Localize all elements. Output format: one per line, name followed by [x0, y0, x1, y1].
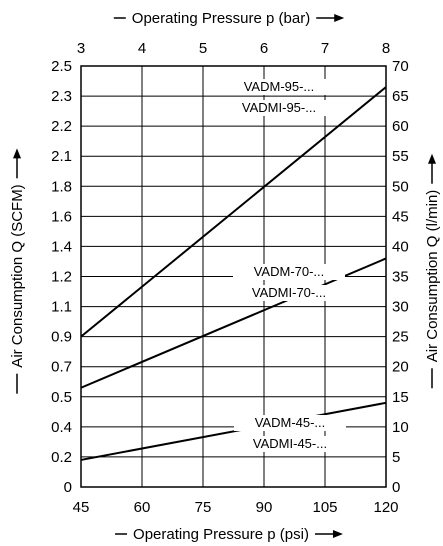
right-tick-label: 30 [392, 299, 409, 316]
left-tick-label: 2.2 [51, 118, 72, 135]
left-axis-title: Air Consumption Q (SCFM) [9, 148, 26, 394]
series-label-background [234, 436, 346, 452]
bottom-axis-title: Operating Pressure p (psi) [115, 526, 343, 543]
series-line [80, 401, 387, 461]
right-tick-label: 20 [392, 359, 409, 376]
left-tick-label: 2.1 [51, 148, 72, 165]
series-label-background [233, 285, 345, 301]
top-tick-label: 6 [260, 40, 268, 57]
right-tick-label: 10 [392, 419, 409, 436]
top-tick-label: 5 [199, 40, 207, 57]
top-tick-label: 7 [321, 40, 329, 57]
series-line [80, 86, 387, 338]
series-label: VADMI-45-... [253, 436, 327, 451]
series-label: VADM-45-... [255, 415, 326, 430]
series-lines [80, 86, 387, 461]
series-labels: VADM-95-... VADMI-95-... VADM-70-... VADMI-… [223, 79, 346, 452]
top-tick-label: 3 [77, 40, 85, 57]
top-tick-label: 8 [382, 40, 390, 57]
bottom-tick-label: 45 [73, 499, 90, 516]
bottom-tick-label: 105 [312, 499, 337, 516]
series-label: VADM-95-... [244, 79, 315, 94]
right-axis-title: Air Consumption Q (l/min) [424, 153, 441, 389]
left-tick-label: 1.1 [51, 299, 72, 316]
left-tick-label: 0 [64, 479, 72, 496]
left-tick-label: 1.6 [51, 208, 72, 225]
grid [80, 65, 387, 488]
left-tick-label: 0.4 [51, 419, 72, 436]
right-tick-label: 45 [392, 208, 409, 225]
series-label-background [223, 79, 335, 95]
arrow-up-icon [428, 153, 436, 164]
bottom-tick-label: 75 [195, 499, 212, 516]
series-label: VADMI-95-... [242, 100, 316, 115]
right-tick-label: 0 [392, 479, 400, 496]
left-tick-label: 1.2 [51, 269, 72, 286]
series-label-background [223, 100, 335, 116]
left-tick-label: 0.7 [51, 359, 72, 376]
bottom-tick-label: 90 [256, 499, 273, 516]
series-label: VADMI-70-... [252, 285, 326, 300]
top-axis-title: Operating Pressure p (bar) [113, 10, 345, 27]
series-line [80, 257, 387, 389]
right-tick-label: 50 [392, 178, 409, 195]
left-tick-label: 1.8 [51, 178, 72, 195]
arrow-right-icon [334, 14, 345, 22]
top-axis-title-text: Operating Pressure p (bar) [132, 10, 310, 27]
series-label-background [234, 415, 346, 431]
top-tick-label: 4 [138, 40, 146, 57]
left-tick-label: 2.3 [51, 88, 72, 105]
arrow-right-icon [332, 530, 343, 538]
left-axis-title-text: Air Consumption Q (SCFM) [9, 184, 26, 367]
plot-frame [80, 65, 387, 488]
right-tick-label: 55 [392, 148, 409, 165]
series-label: VADM-70-... [254, 264, 325, 279]
left-tick-label: 0.9 [51, 329, 72, 346]
right-tick-label: 35 [392, 269, 409, 286]
left-tick-label: 1.4 [51, 238, 72, 255]
bottom-tick-label: 120 [373, 499, 398, 516]
left-tick-label: 0.5 [51, 389, 72, 406]
tick-labels: 3 4 5 6 7 845 60 75 90 105 12000.20.40.50.70.91.11… [51, 40, 409, 516]
right-tick-label: 25 [392, 329, 409, 346]
right-tick-label: 5 [392, 449, 400, 466]
axis-titles: Operating Pressure p (bar) Operating Pres… [9, 10, 441, 543]
left-tick-label: 2.5 [51, 58, 72, 75]
arrow-up-icon [13, 148, 21, 159]
right-tick-label: 40 [392, 238, 409, 255]
left-tick-label: 0.2 [51, 449, 72, 466]
right-axis-title-text: Air Consumption Q (l/min) [424, 190, 441, 363]
bottom-tick-label: 60 [134, 499, 151, 516]
right-tick-label: 60 [392, 118, 409, 135]
bottom-axis-title-text: Operating Pressure p (psi) [133, 526, 309, 543]
right-tick-label: 65 [392, 88, 409, 105]
right-tick-label: 70 [392, 58, 409, 75]
series-label-background [233, 264, 345, 280]
right-tick-label: 15 [392, 389, 409, 406]
